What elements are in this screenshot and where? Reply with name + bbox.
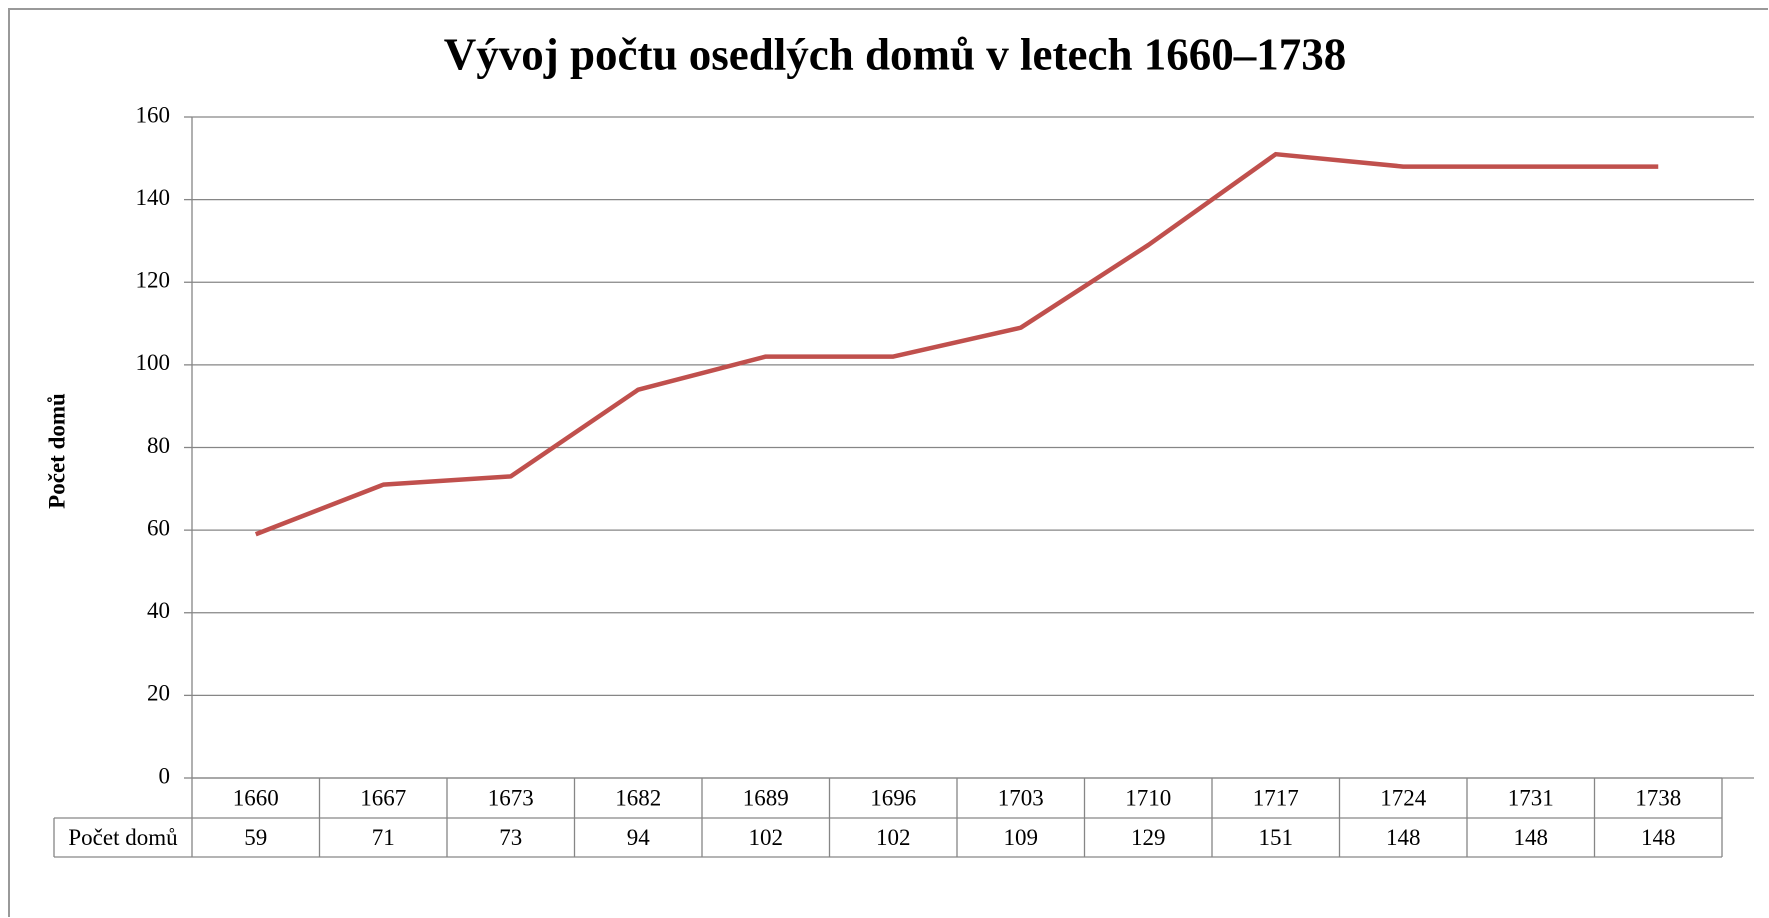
x-tick-label: 1731	[1508, 785, 1554, 810]
x-tick-label: 1710	[1125, 785, 1171, 810]
data-label: 102	[749, 825, 784, 850]
data-label: 71	[372, 825, 395, 850]
y-tick-label: 140	[136, 185, 171, 210]
chart-border	[8, 8, 1768, 917]
y-tick-label: 160	[136, 102, 171, 127]
legend-label: Počet domů	[68, 825, 178, 850]
y-axis-title: Počet domů	[44, 393, 69, 509]
x-tick-label: 1682	[615, 785, 661, 810]
data-label: 109	[1004, 825, 1039, 850]
data-label: 102	[876, 825, 911, 850]
x-tick-label: 1667	[360, 785, 406, 810]
chart-title: Vývoj počtu osedlých domů v letech 1660–…	[444, 29, 1346, 79]
x-tick-label: 1673	[488, 785, 534, 810]
x-tick-label: 1738	[1635, 785, 1681, 810]
y-tick-label: 120	[136, 268, 171, 293]
x-tick-label: 1717	[1253, 785, 1299, 810]
x-tick-label: 1696	[870, 785, 916, 810]
y-tick-label: 100	[136, 350, 171, 375]
data-label: 73	[499, 825, 522, 850]
y-tick-label: 80	[147, 433, 170, 458]
line-series	[254, 151, 1659, 537]
data-label: 151	[1259, 825, 1294, 850]
data-label: 59	[244, 825, 267, 850]
data-label: 148	[1641, 825, 1676, 850]
y-tick-label: 40	[147, 598, 170, 623]
x-tick-label: 1689	[743, 785, 789, 810]
x-tick-label: 1724	[1380, 785, 1427, 810]
data-label: 94	[627, 825, 651, 850]
y-tick-label: 20	[147, 681, 170, 706]
y-tick-label: 60	[147, 515, 170, 540]
y-tick-label: 0	[159, 763, 171, 788]
data-label: 148	[1514, 825, 1549, 850]
x-tick-label: 1660	[233, 785, 279, 810]
data-label: 129	[1131, 825, 1166, 850]
x-tick-label: 1703	[998, 785, 1044, 810]
data-label: 148	[1386, 825, 1421, 850]
